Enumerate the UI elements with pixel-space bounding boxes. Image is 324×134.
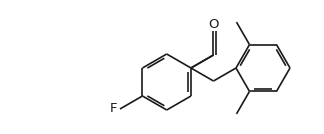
- Text: F: F: [110, 103, 117, 116]
- Text: O: O: [208, 18, 219, 31]
